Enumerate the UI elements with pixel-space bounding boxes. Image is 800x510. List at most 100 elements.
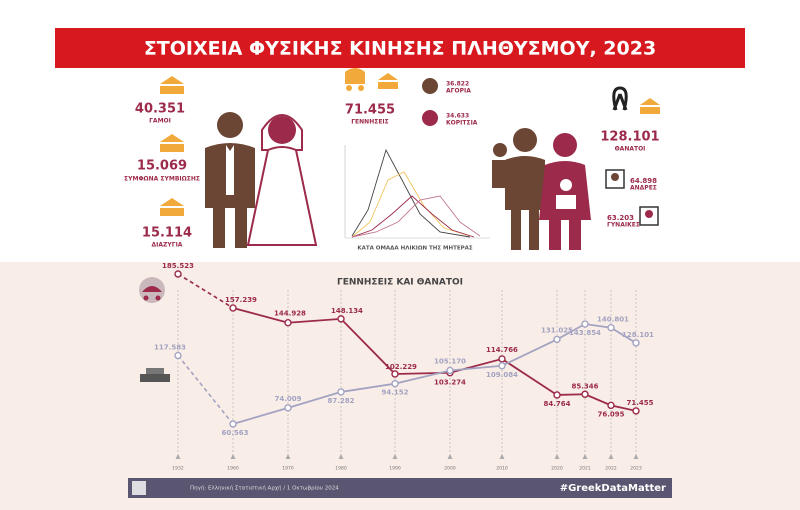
x-tick-label: 1990 [389, 466, 401, 472]
chart-background [0, 262, 800, 510]
value-label: 144.928 [274, 310, 306, 318]
point [553, 335, 561, 344]
line [232, 323, 637, 425]
value-label: 74.009 [274, 395, 301, 403]
births: 71.455 ΓΕΝΝΗΣΕΙΣ 36.822 ΑΓΟΡΙΑ 34.633 ΚΟ… [344, 68, 490, 252]
source: Πηγή: Ελληνική Στατιστική Αρχή / 1 Οκτωβ… [190, 485, 339, 492]
mini-chart [344, 145, 490, 239]
line-dashed [177, 273, 234, 309]
point [229, 420, 237, 428]
stat-label: ΓΥΝΑΙΚΕΣ [607, 222, 640, 229]
logo [132, 481, 146, 495]
value-label: 60.563 [221, 429, 248, 437]
point [581, 320, 589, 328]
point [607, 323, 615, 332]
point [337, 388, 345, 396]
chart-title: ΓΕΝΝΗΣΕΙΣ ΚΑΙ ΘΑΝΑΤΟΙ [337, 278, 463, 288]
point [553, 391, 561, 399]
value-label: 185.523 [162, 262, 194, 270]
value-label: 85.346 [571, 382, 598, 390]
tick-marker [447, 454, 453, 459]
point [607, 401, 615, 410]
badge [640, 98, 660, 114]
point [581, 390, 589, 398]
tick-marker [338, 454, 344, 459]
value-label: 109.084 [486, 371, 518, 379]
point [174, 351, 182, 360]
stroller-icon [345, 68, 365, 84]
value-label: 94.152 [381, 389, 408, 397]
line-chart: 1932 1960 1970 1980 1990 2000 2010 2020 2021 2022… [154, 262, 654, 472]
ribbon-icon [612, 86, 628, 111]
footer-bar [128, 478, 672, 498]
tick-marker [175, 454, 181, 459]
point [391, 370, 399, 378]
x-tick-label: 2010 [496, 466, 508, 472]
tick-marker [582, 454, 588, 459]
badge [160, 134, 184, 152]
family-illustration [492, 128, 591, 250]
x-tick-label: 2000 [444, 466, 456, 472]
stat-label: ΓΑΜΟΙ [149, 118, 171, 125]
stat-value: 15.114 [142, 226, 192, 241]
stat-value: 64.898 [630, 177, 657, 185]
mini-chart-caption: ΚΑΤΑ ΟΜΑΔΑ ΗΛΙΚΙΩΝ ΤΗΣ ΜΗΤΕΡΑΣ [357, 246, 473, 252]
point [229, 304, 237, 312]
stat-value: 34.633 [446, 113, 469, 120]
stat-label: ΑΓΟΡΙΑ [446, 88, 471, 95]
value-label: 143.854 [569, 329, 601, 337]
value-label: 148.134 [331, 307, 363, 315]
tick-marker [392, 454, 398, 459]
x-tick-label: 1960 [227, 466, 239, 472]
value-label: 128.101 [622, 331, 654, 339]
point [498, 355, 506, 363]
point [284, 319, 292, 327]
value-label: 76.095 [597, 410, 624, 418]
point [498, 362, 506, 370]
value-label: 157.239 [225, 296, 257, 304]
stroller-icon [139, 277, 165, 303]
tick-marker [608, 454, 614, 459]
line-dashed [177, 355, 234, 425]
stat-label: ΘΑΝΑΤΟΙ [615, 146, 646, 153]
value-label: 114.766 [486, 346, 518, 354]
stat-value: 40.351 [135, 102, 185, 117]
value-label: 131.025 [541, 326, 573, 334]
marriages: 40.351 ΓΑΜΟΙ 15.069 ΣΥΜΦΩΝΑ ΣΥΜΒΙΩΣΗΣ 15… [124, 76, 200, 249]
stat-label: ΣΥΜΦΩΝΑ ΣΥΜΒΙΩΣΗΣ [124, 176, 200, 183]
x-tick-label: 2020 [551, 466, 563, 472]
couple-illustration [205, 112, 318, 248]
hashtag: #GreekDataMatter [560, 483, 666, 494]
stat-label: ΔΙΑΖΥΓΙΑ [152, 242, 183, 249]
title: ΣΤΟΙΧΕΙΑ ΦΥΣΙΚΗΣ ΚΙΝΗΣΗΣ ΠΛΗΘΥΣΜΟΥ, 2023 [144, 38, 656, 60]
value-label: 102.229 [385, 363, 417, 371]
x-tick-label: 1970 [282, 466, 294, 472]
badge [378, 73, 398, 89]
stat-label: ΓΕΝΝΗΣΕΙΣ [351, 119, 389, 126]
value-label: 84.764 [543, 400, 570, 408]
value-label: 140.801 [597, 316, 629, 324]
stat-value: 36.822 [446, 81, 469, 88]
x-tick-label: 1932 [172, 466, 184, 472]
title-bar [55, 28, 745, 68]
point [174, 270, 182, 278]
badge [160, 76, 184, 94]
x-tick-label: 1980 [335, 466, 347, 472]
stat-value: 15.069 [137, 159, 187, 174]
tick-marker [285, 454, 291, 459]
stat-value: 63.203 [607, 214, 634, 222]
tick-marker [230, 454, 236, 459]
x-tick-label: 2022 [605, 466, 617, 472]
stat-value: 128.101 [600, 130, 659, 145]
point [337, 315, 345, 323]
x-tick-label: 2023 [630, 466, 642, 472]
coffin-icon [140, 368, 170, 382]
x-tick-label: 2021 [579, 466, 591, 472]
value-label: 105.170 [434, 357, 466, 365]
point [446, 366, 454, 375]
value-label: 87.282 [327, 397, 354, 405]
point [632, 407, 640, 415]
point [632, 339, 640, 347]
tick-marker [633, 454, 639, 459]
